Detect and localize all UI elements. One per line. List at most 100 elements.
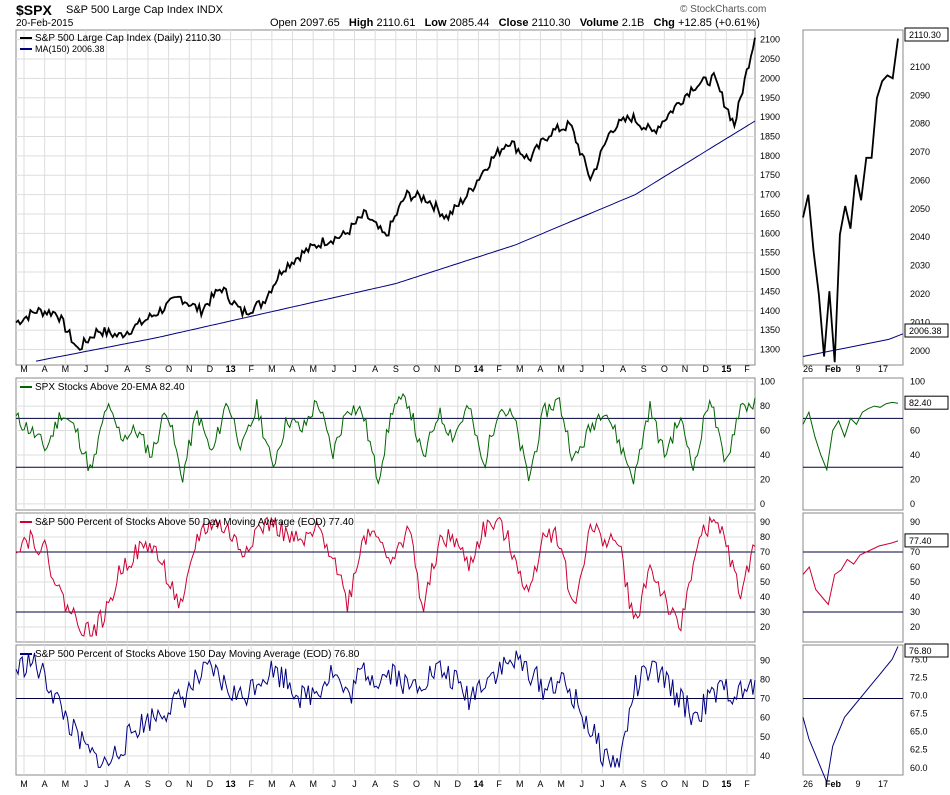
zoom-y-tick-label: 2000 (910, 346, 930, 356)
volume-value: 2.1B (621, 17, 645, 29)
x-tick-label: S (145, 779, 151, 789)
zoom-y-tick-label: 2040 (910, 232, 930, 242)
x-tick-label: J (352, 779, 357, 789)
zoom-y-tick-label: 70 (910, 547, 920, 557)
main-panel-frame-0 (15, 29, 756, 366)
y-tick-label: 60 (760, 713, 770, 723)
x-tick-label: J (579, 779, 584, 789)
zoom-y-tick-label: 30 (910, 607, 920, 617)
zoom-indicator-line-3 (802, 646, 899, 785)
x-tick-label: F (496, 779, 502, 789)
x-tick-label: S (393, 779, 399, 789)
x-tick-label: N (186, 364, 193, 374)
y-tick-label: 1850 (760, 132, 780, 142)
x-tick-label: J (352, 364, 357, 374)
x-tick-label: M (557, 364, 565, 374)
zoom-indicator-line-1 (802, 401, 899, 472)
zoom-y-tick-label: 2020 (910, 289, 930, 299)
legend-ma-label: MA(150) 2006.38 (35, 44, 105, 54)
zoom-y-tick-label: 2100 (910, 62, 930, 72)
x-tick-label: M (309, 779, 317, 789)
y-tick-label: 90 (760, 517, 770, 527)
y-tick-label: 1900 (760, 112, 780, 122)
x-tick-label: O (165, 364, 172, 374)
zoom-ma150-line (802, 333, 904, 357)
y-tick-label: 1750 (760, 170, 780, 180)
last-badge-2-box (904, 533, 949, 548)
zoom-y-tick-label: 2060 (910, 175, 930, 185)
x-tick-label: D (207, 364, 214, 374)
x-tick-label: J (579, 364, 584, 374)
low-value: 2085.44 (449, 17, 490, 29)
x-tick-label: 15 (721, 364, 731, 374)
indicator-line-2 (15, 515, 756, 637)
x-tick-label: A (620, 779, 626, 789)
zoom-indicator-line-2 (802, 540, 899, 606)
open-label: Open (270, 17, 297, 29)
y-tick-label: 90 (760, 655, 770, 665)
x-tick-label: N (434, 779, 441, 789)
zoom-y-tick-label: 20 (910, 622, 920, 632)
x-tick-label: A (124, 364, 130, 374)
x-tick-label: M (516, 364, 524, 374)
x-tick-label: M (62, 364, 70, 374)
volume-label: Volume (579, 17, 619, 29)
x-tick-label: D (455, 364, 462, 374)
x-tick-label: D (455, 779, 462, 789)
zoom-x-tick-label: Feb (825, 364, 842, 374)
x-tick-label: D (702, 364, 709, 374)
ma150-line (35, 120, 756, 362)
x-tick-label: A (124, 779, 130, 789)
x-tick-label: 13 (226, 779, 236, 789)
y-tick-label: 50 (760, 732, 770, 742)
indicator-line-1 (15, 392, 756, 486)
ma-last-badge-box (904, 323, 949, 338)
zoom-x-tick-label: Feb (825, 779, 842, 789)
zoom-y-tick-label: 2030 (910, 261, 930, 271)
y-tick-label: 1700 (760, 190, 780, 200)
y-tick-label: 1550 (760, 248, 780, 258)
x-tick-label: N (682, 364, 689, 374)
y-tick-label: 1500 (760, 267, 780, 277)
zoom-y-tick-label: 40 (910, 450, 920, 460)
x-tick-label: J (600, 779, 605, 789)
x-tick-label: O (661, 364, 668, 374)
x-tick-label: J (84, 779, 89, 789)
indicator-title-2: S&P 500 Percent of Stocks Above 50 Day M… (35, 517, 354, 528)
x-tick-label: A (372, 364, 378, 374)
ohlc-stats: Open 2097.65 High 2110.61 Low 2085.44 Cl… (270, 17, 760, 29)
x-tick-label: O (661, 779, 668, 789)
y-tick-label: 30 (760, 607, 770, 617)
indicator-title-3: S&P 500 Percent of Stocks Above 150 Day … (35, 649, 360, 660)
x-tick-label: A (537, 779, 543, 789)
x-tick-label: M (268, 364, 276, 374)
x-tick-label: O (413, 779, 420, 789)
x-tick-label: J (84, 364, 89, 374)
x-tick-label: A (620, 364, 626, 374)
x-tick-label: S (641, 779, 647, 789)
zoom-x-tick-label: 26 (803, 364, 813, 374)
zoom-x-tick-label: 9 (855, 779, 860, 789)
y-tick-label: 50 (760, 577, 770, 587)
y-tick-label: 1600 (760, 228, 780, 238)
y-tick-label: 70 (760, 547, 770, 557)
zoom-x-tick-label: 26 (803, 779, 813, 789)
y-tick-label: 2100 (760, 35, 780, 45)
x-tick-label: D (702, 779, 709, 789)
main-panel-frame-2 (15, 512, 756, 643)
y-tick-label: 60 (760, 562, 770, 572)
indicator-title-1: SPX Stocks Above 20-EMA 82.40 (35, 382, 185, 393)
zoom-y-tick-label: 50 (910, 577, 920, 587)
x-tick-label: F (744, 779, 750, 789)
y-tick-label: 40 (760, 450, 770, 460)
x-tick-label: F (248, 779, 254, 789)
y-tick-label: 40 (760, 592, 770, 602)
x-tick-label: J (600, 364, 605, 374)
y-tick-label: 1400 (760, 306, 780, 316)
last-badge-2-text: 77.40 (909, 536, 932, 546)
x-tick-label: M (557, 779, 565, 789)
zoom-y-tick-label: 70.0 (910, 691, 928, 701)
zoom-y-tick-label: 40 (910, 592, 920, 602)
zoom-panel-frame-2 (802, 512, 904, 643)
x-tick-label: N (682, 779, 689, 789)
